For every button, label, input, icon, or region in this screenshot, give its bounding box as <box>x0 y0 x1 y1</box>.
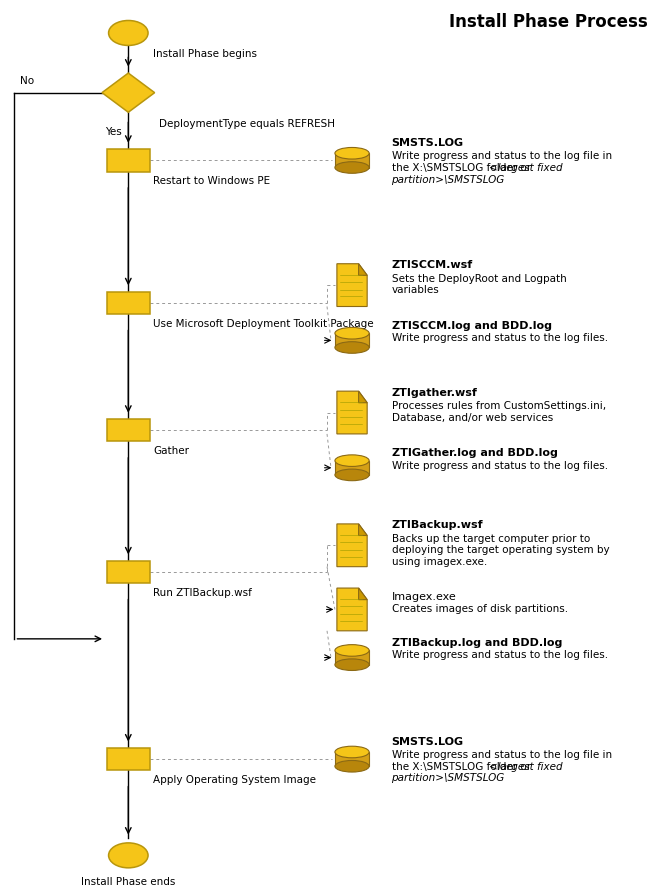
Text: ZTIgather.wsf: ZTIgather.wsf <box>392 388 478 397</box>
Ellipse shape <box>335 147 369 159</box>
Polygon shape <box>359 524 367 535</box>
FancyBboxPatch shape <box>335 461 369 475</box>
Text: Run ZTIBackup.wsf: Run ZTIBackup.wsf <box>153 588 252 598</box>
Text: variables: variables <box>392 285 440 295</box>
Ellipse shape <box>109 843 148 868</box>
Ellipse shape <box>335 469 369 481</box>
Text: partition>\SMSTSLOG: partition>\SMSTSLOG <box>392 773 505 783</box>
Text: ZTIBackup.log and BDD.log: ZTIBackup.log and BDD.log <box>392 638 562 648</box>
Text: Write progress and status to the log files.: Write progress and status to the log fil… <box>392 650 607 660</box>
Ellipse shape <box>335 454 369 466</box>
Text: <largest fixed: <largest fixed <box>489 762 563 772</box>
FancyBboxPatch shape <box>335 650 369 665</box>
Ellipse shape <box>335 161 369 173</box>
Text: SMSTS.LOG: SMSTS.LOG <box>392 138 464 148</box>
Ellipse shape <box>335 746 369 757</box>
Text: Use Microsoft Deployment Toolkit Package: Use Microsoft Deployment Toolkit Package <box>153 319 374 329</box>
Text: DeploymentType equals REFRESH: DeploymentType equals REFRESH <box>159 119 334 129</box>
Text: Backs up the target computer prior to: Backs up the target computer prior to <box>392 534 590 544</box>
Text: Sets the DeployRoot and Logpath: Sets the DeployRoot and Logpath <box>392 274 567 283</box>
Polygon shape <box>102 73 155 112</box>
Text: SMSTS.LOG: SMSTS.LOG <box>392 737 464 747</box>
Text: partition>\SMSTSLOG: partition>\SMSTSLOG <box>392 175 505 184</box>
Ellipse shape <box>335 341 369 353</box>
Text: Write progress and status to the log file in: Write progress and status to the log fil… <box>392 750 612 760</box>
FancyBboxPatch shape <box>107 748 149 770</box>
Polygon shape <box>337 264 367 307</box>
Text: Gather: Gather <box>153 446 190 456</box>
FancyBboxPatch shape <box>335 153 369 168</box>
FancyBboxPatch shape <box>107 149 149 171</box>
Text: Imagex.exe: Imagex.exe <box>392 592 456 601</box>
Text: ZTIGather.log and BDD.log: ZTIGather.log and BDD.log <box>392 448 557 458</box>
Text: ZTISCCM.wsf: ZTISCCM.wsf <box>392 260 472 270</box>
Text: the X:\SMSTSLOG folder or: the X:\SMSTSLOG folder or <box>392 163 534 173</box>
Text: <largest fixed: <largest fixed <box>489 163 563 173</box>
Text: deploying the target operating system by: deploying the target operating system by <box>392 545 609 555</box>
Polygon shape <box>337 524 367 567</box>
Text: ZTISCCM.log and BDD.log: ZTISCCM.log and BDD.log <box>392 321 551 331</box>
Text: Write progress and status to the log files.: Write progress and status to the log fil… <box>392 333 607 343</box>
Text: Apply Operating System Image: Apply Operating System Image <box>153 775 316 785</box>
FancyBboxPatch shape <box>107 291 149 314</box>
Text: Install Phase begins: Install Phase begins <box>153 49 257 59</box>
Text: ZTIBackup.wsf: ZTIBackup.wsf <box>392 520 483 530</box>
Text: Creates images of disk partitions.: Creates images of disk partitions. <box>392 604 568 614</box>
Polygon shape <box>359 391 367 403</box>
Polygon shape <box>359 264 367 275</box>
Text: Yes: Yes <box>105 127 121 136</box>
FancyBboxPatch shape <box>107 419 149 441</box>
Text: Write progress and status to the log files.: Write progress and status to the log fil… <box>392 461 607 470</box>
Ellipse shape <box>109 20 148 45</box>
Polygon shape <box>337 391 367 434</box>
Polygon shape <box>337 588 367 631</box>
Text: Write progress and status to the log file in: Write progress and status to the log fil… <box>392 151 612 161</box>
Ellipse shape <box>335 760 369 772</box>
FancyBboxPatch shape <box>107 561 149 584</box>
Ellipse shape <box>335 327 369 339</box>
Text: the X:\SMSTSLOG folder or: the X:\SMSTSLOG folder or <box>392 762 534 772</box>
Ellipse shape <box>335 659 369 670</box>
Polygon shape <box>359 588 367 600</box>
Text: No: No <box>20 76 34 86</box>
Text: Processes rules from CustomSettings.ini,: Processes rules from CustomSettings.ini, <box>392 401 605 411</box>
Text: Install Phase ends: Install Phase ends <box>81 877 176 887</box>
Text: Install Phase Process: Install Phase Process <box>449 13 648 31</box>
FancyBboxPatch shape <box>335 333 369 347</box>
Text: using imagex.exe.: using imagex.exe. <box>392 557 487 567</box>
Ellipse shape <box>335 644 369 656</box>
Text: Restart to Windows PE: Restart to Windows PE <box>153 176 270 186</box>
FancyBboxPatch shape <box>335 752 369 766</box>
Text: Database, and/or web services: Database, and/or web services <box>392 413 553 422</box>
